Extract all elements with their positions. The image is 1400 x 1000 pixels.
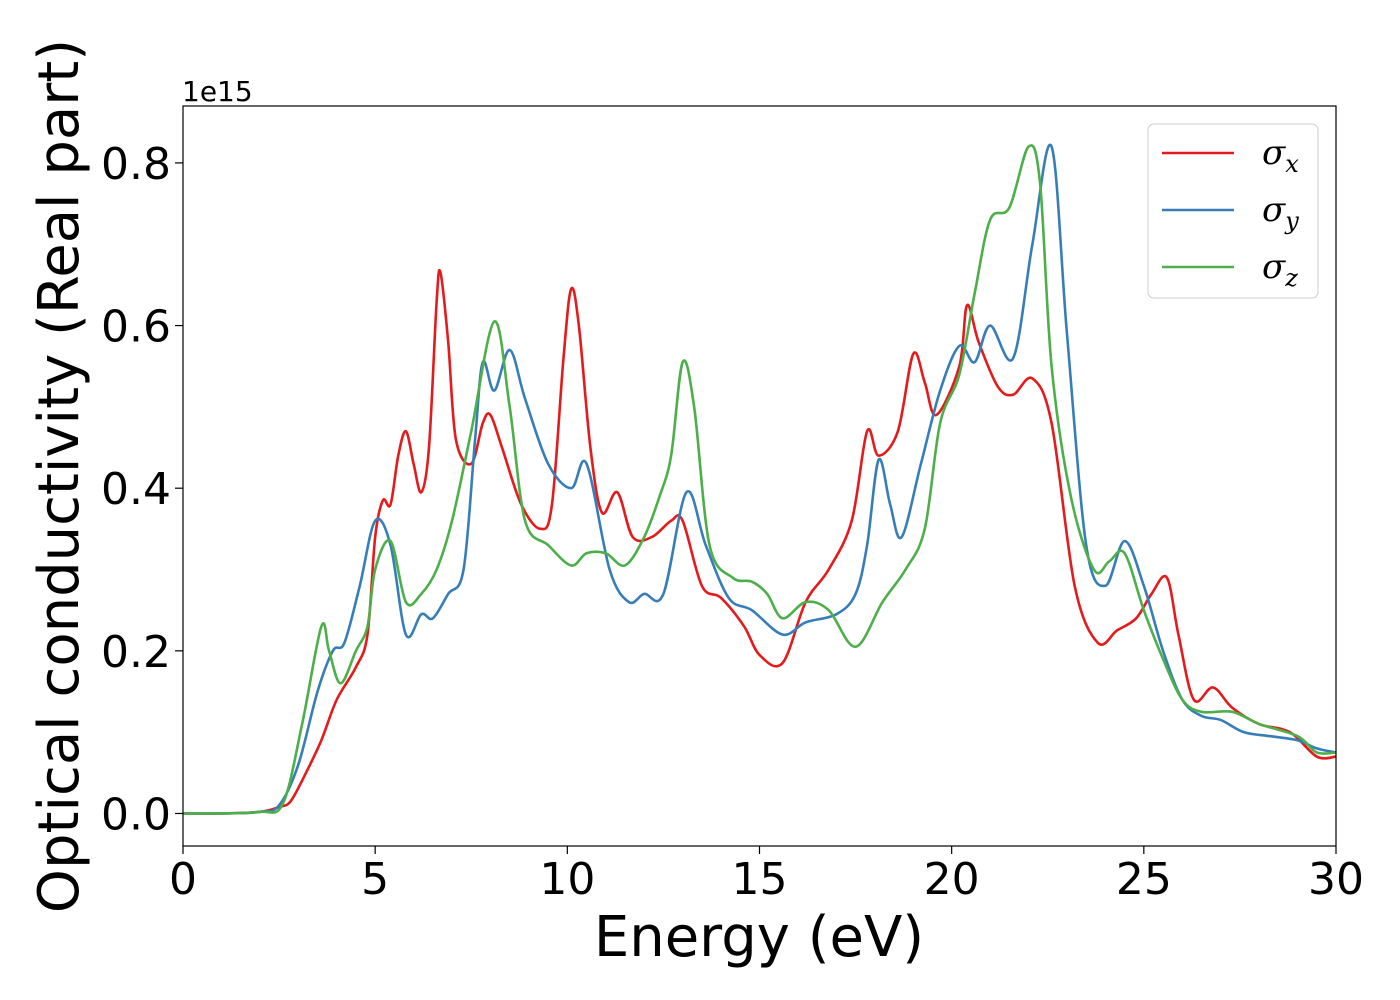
x-axis-ticks: 0 5 10 15 20 25 30 (169, 846, 1364, 905)
y-tick-label: 0.6 (101, 302, 171, 353)
plot-area (183, 106, 1336, 846)
y-tick-label: 0.0 (101, 789, 171, 840)
legend: σx σy σz (1147, 123, 1319, 299)
x-axis-label: Energy (eV) (594, 905, 924, 970)
x-tick-label: 0 (169, 854, 197, 905)
legend-label-sigma-y: σy (1262, 190, 1299, 235)
series-line-sigma-y (183, 143, 1336, 815)
legend-label-sigma-x: σx (1262, 133, 1299, 178)
y-axis-label: Optical conductivity (Real part) (27, 39, 92, 913)
y-offset-label: 1e15 (182, 75, 253, 108)
series-line-sigma-x (183, 268, 1336, 815)
x-tick-label: 5 (361, 854, 389, 905)
x-tick-label: 30 (1308, 854, 1364, 905)
y-tick-label: 0.2 (101, 627, 171, 678)
x-tick-label: 20 (924, 854, 980, 905)
y-tick-label: 0.8 (101, 139, 171, 190)
series-layer (183, 143, 1336, 815)
legend-label-sigma-z: σz (1262, 247, 1298, 292)
x-tick-label: 25 (1116, 854, 1172, 905)
series-line-sigma-z (183, 144, 1336, 815)
y-axis-ticks: 0.0 0.2 0.4 0.6 0.8 (101, 139, 183, 840)
y-tick-label: 0.4 (101, 464, 171, 515)
x-tick-label: 15 (732, 854, 788, 905)
x-tick-label: 10 (539, 854, 595, 905)
